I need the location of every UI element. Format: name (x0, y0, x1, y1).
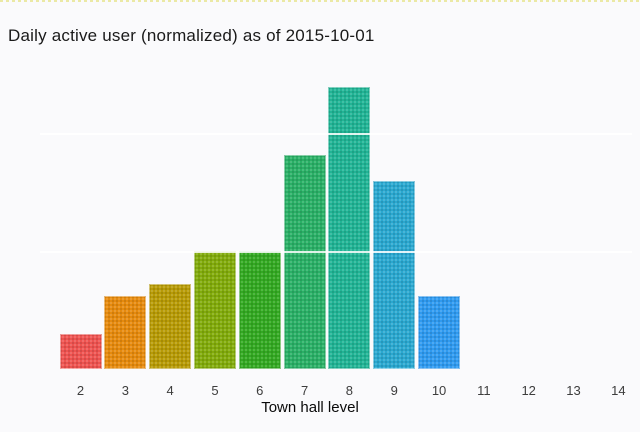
bar-level-6 (238, 251, 281, 369)
x-tick-label-2: 2 (76, 383, 85, 398)
bar-level-5 (193, 251, 236, 369)
x-tick-label-5: 5 (211, 383, 219, 398)
bar-level-10 (418, 296, 461, 369)
x-tick-label-4: 4 (166, 383, 174, 398)
x-tick-label-10: 10 (431, 383, 447, 398)
x-tick-label-11: 11 (477, 383, 491, 398)
gridline-y-0.5 (40, 250, 632, 253)
x-tick-label-12: 12 (521, 383, 536, 398)
x-tick-label-7: 7 (300, 383, 309, 398)
x-tick-label-6: 6 (256, 383, 264, 398)
bar-level-8 (328, 87, 371, 369)
x-tick-label-14: 14 (611, 383, 626, 398)
chart-title: Daily active user (normalized) as of 201… (8, 26, 375, 45)
x-tick-label-8: 8 (345, 383, 354, 398)
bar-level-4 (149, 284, 192, 369)
bar-level-3 (104, 296, 147, 369)
bar-level-9 (373, 181, 416, 369)
gridline-y-1 (40, 133, 632, 135)
x-tick-label-9: 9 (390, 383, 398, 398)
x-axis-title: Town hall level (261, 399, 359, 416)
x-tick-label-13: 13 (566, 383, 581, 398)
x-tick-label-3: 3 (121, 383, 129, 398)
bar-level-7 (283, 155, 326, 369)
top-dotted-artifact-line (0, 0, 640, 2)
bar-level-2 (59, 334, 102, 369)
